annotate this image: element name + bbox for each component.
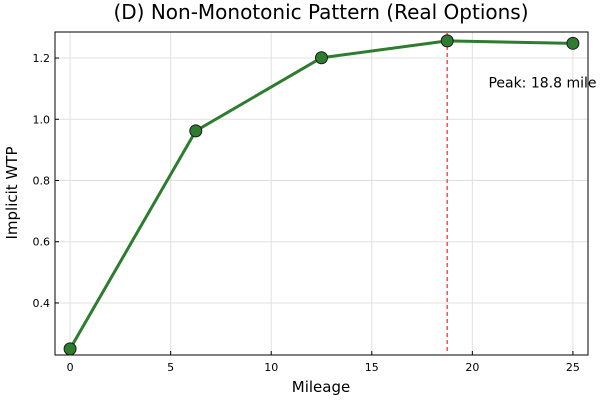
- x-tick-label: 15: [365, 361, 379, 374]
- axis-ticks: 0 5 10 15 20 25 0.4 0.6 0.8 1.0 1.2: [33, 52, 580, 374]
- data-point: [189, 124, 203, 138]
- data-point: [63, 342, 77, 356]
- x-tick-label: 20: [465, 361, 479, 374]
- x-axis-label: Mileage: [292, 378, 350, 396]
- y-axis-label: Implicit WTP: [3, 147, 21, 240]
- x-tick-label: 0: [67, 361, 74, 374]
- x-tick-label: 5: [167, 361, 174, 374]
- y-tick-label: 1.0: [33, 113, 51, 126]
- data-point: [566, 36, 580, 50]
- data-point: [440, 34, 454, 48]
- peak-annotation: Peak: 18.8 mile: [488, 76, 596, 92]
- y-tick-label: 0.6: [33, 236, 51, 249]
- x-tick-label: 25: [566, 361, 580, 374]
- data-point: [315, 51, 328, 65]
- chart-title: (D) Non-Monotonic Pattern (Real Options): [113, 0, 528, 24]
- y-tick-label: 0.8: [33, 174, 51, 187]
- plot-frame: [54, 31, 589, 356]
- x-tick-label: 10: [264, 361, 278, 374]
- y-tick-label: 1.2: [33, 52, 51, 65]
- y-tick-label: 0.4: [33, 297, 51, 310]
- series: [63, 34, 580, 356]
